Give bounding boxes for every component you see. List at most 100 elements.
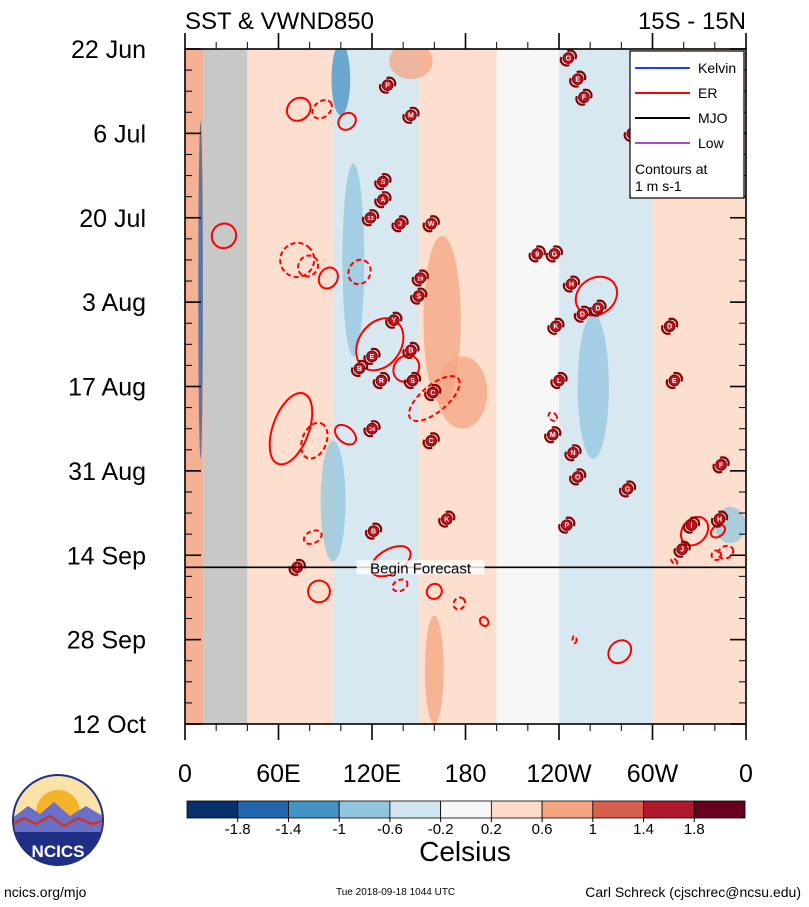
storm-swirl-icon	[374, 191, 392, 209]
storm-label: G	[552, 251, 558, 258]
storm-body	[405, 344, 417, 357]
storm-swirl-icon	[710, 510, 729, 528]
storm-swirl-icon	[562, 275, 581, 293]
er-contour-positive	[574, 275, 619, 317]
er-contour-positive	[679, 515, 710, 547]
storm-body	[375, 374, 388, 387]
colorbar-swatch	[440, 800, 492, 819]
storm-swirl-icon	[361, 209, 380, 227]
er-contour-negative	[547, 411, 558, 422]
er-contour-negative	[571, 635, 578, 645]
storm-marker: S	[410, 287, 428, 305]
storm-body	[377, 193, 389, 206]
storm-label: Y	[391, 318, 396, 325]
storm-marker: M	[544, 426, 562, 444]
storm-body	[550, 320, 562, 333]
storm-swirl-icon	[374, 173, 392, 191]
storm-label: 13	[367, 216, 373, 222]
x-tick-label: 120W	[526, 760, 592, 788]
storm-label: I	[690, 523, 692, 530]
storm-label: K	[553, 324, 558, 331]
y-tick-label: 14 Sep	[67, 542, 146, 570]
axis-ticks	[184, 33, 747, 740]
storm-label: P	[385, 83, 390, 90]
field-stripe	[247, 49, 334, 724]
storm-body	[676, 543, 688, 556]
storm-swirl-icon	[564, 444, 582, 462]
storm-label: P	[564, 523, 569, 530]
er-contour-positive	[285, 96, 312, 122]
er-contour-positive	[425, 582, 443, 600]
footer-website: ncics.org/mjo	[4, 884, 87, 900]
y-tick-label: 22 Jun	[71, 36, 146, 64]
legend-label-mjo: MJO	[698, 110, 728, 126]
storm-label: J	[680, 547, 684, 554]
storm-body	[685, 519, 698, 531]
colorbar-swatch	[237, 800, 289, 819]
colorbar-swatch	[643, 800, 695, 819]
storm-label: C	[430, 390, 435, 397]
storm-label: M	[550, 432, 556, 439]
storm-swirl-icon	[402, 341, 420, 359]
storm-marker: O	[559, 49, 577, 67]
er-contour-negative	[391, 578, 409, 593]
x-tick-label: 0	[739, 760, 753, 788]
storm-swirl-icon	[673, 540, 691, 558]
storm-swirl-icon	[712, 456, 730, 474]
colorbar	[186, 800, 746, 819]
y-tick-label: 17 Aug	[68, 374, 146, 402]
storm-body	[562, 52, 575, 64]
y-tick-label: 20 Jul	[79, 205, 146, 233]
storm-body	[560, 519, 573, 531]
storm-label: H	[569, 281, 574, 288]
storm-marker: E	[569, 70, 587, 88]
begin-forecast-label: Begin Forecast	[370, 560, 472, 577]
storm-marker: K	[547, 317, 565, 335]
storm-body	[366, 422, 378, 435]
storm-body	[412, 290, 425, 302]
storm-body	[668, 374, 681, 387]
storm-label: W	[428, 221, 435, 228]
storm-marker: S	[403, 371, 422, 390]
storm-marker: Y	[385, 311, 403, 329]
storm-marker: F	[575, 88, 593, 106]
storm-marker: H	[710, 510, 729, 528]
storm-body	[571, 73, 584, 85]
storm-marker: B	[350, 359, 369, 377]
storm-marker: K	[438, 510, 456, 528]
storm-swirl-icon	[665, 371, 683, 390]
storm-body	[592, 302, 604, 314]
er-contour-negative	[302, 529, 323, 545]
storm-label: L	[557, 378, 562, 385]
storm-swirl-icon	[550, 371, 568, 390]
er-contour-positive	[268, 392, 314, 466]
storm-marker: P	[379, 76, 397, 94]
storm-swirl-icon	[569, 468, 587, 486]
storm-label: D	[595, 306, 600, 313]
chart-title: SST & VWND850	[185, 8, 374, 35]
storm-label: 19	[417, 276, 423, 282]
colorbar-tick-label: 1	[589, 821, 597, 838]
begin-forecast-label-background	[356, 560, 485, 575]
storm-label: S	[416, 293, 421, 300]
x-axis-tick-labels: 0 60E 120E 180 120W 60W 0	[178, 760, 753, 788]
storm-body	[440, 513, 453, 525]
storm-swirl-icon	[558, 516, 576, 534]
colorbar-tick-label: 0.6	[532, 821, 553, 838]
storm-marker: P	[558, 516, 576, 534]
y-tick-label: 31 Aug	[68, 458, 146, 486]
y-tick-label: 28 Sep	[67, 627, 146, 655]
storm-body	[531, 248, 543, 260]
storm-body	[414, 272, 427, 284]
storm-swirl-icon	[682, 516, 701, 534]
er-contour-negative	[407, 375, 461, 423]
storm-marker: D	[573, 305, 591, 323]
er-contour-negative	[710, 549, 723, 561]
y-tick-label: 12 Oct	[72, 711, 146, 739]
storm-marker: J	[673, 540, 691, 558]
storm-body	[571, 471, 584, 483]
storm-marker: 13	[361, 209, 380, 227]
storm-body	[353, 362, 366, 375]
storm-body	[546, 428, 559, 441]
